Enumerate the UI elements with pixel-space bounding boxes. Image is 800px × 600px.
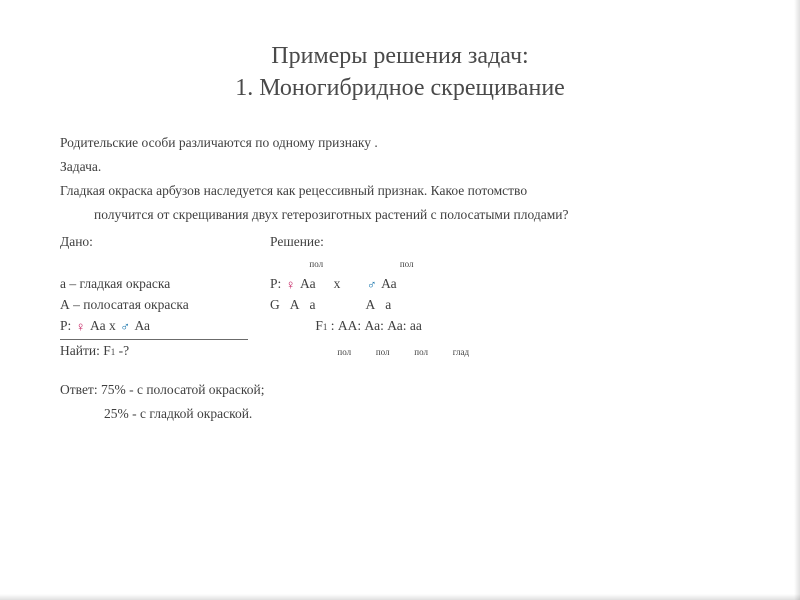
resh-F1-line: F1 : АА: Аа: Аа: аа <box>270 316 422 337</box>
pol-header-row: пол пол <box>60 253 740 274</box>
find-rest: -? <box>115 343 129 358</box>
dano-A: А – полосатая окраска <box>60 295 270 316</box>
glad-b: глад <box>453 347 469 357</box>
slide-content: Примеры решения задач: 1. Моногибридное … <box>0 0 800 458</box>
task-label: Задача. <box>60 157 740 178</box>
find-line: Найти: F1 -? <box>60 341 270 362</box>
dano-label: Дано: <box>60 232 270 253</box>
slide-body: Родительские особи различаются по одному… <box>60 133 740 425</box>
resh-F1: F <box>315 318 323 333</box>
resh-P-line: P: ♀ Аах ♂ Аа <box>270 274 397 295</box>
male-icon-2: ♂ <box>119 317 131 337</box>
resh-G-line: GАаАа <box>270 295 391 316</box>
title-line-2: 1. Моногибридное скрещивание <box>235 75 565 101</box>
resh-P-mid: Аах <box>300 276 362 291</box>
pol-b1: пол <box>337 347 351 357</box>
dano-a: а – гладкая окраска <box>60 274 270 295</box>
intro-text: Родительские особи различаются по одному… <box>60 133 740 154</box>
row-a-and-P: а – гладкая окраска P: ♀ Аах ♂ Аа <box>60 274 740 295</box>
dano-P-mid: Аа х <box>90 318 119 333</box>
dano-resh-header: Дано: Решение: <box>60 232 740 253</box>
pol-b2: пол <box>376 347 390 357</box>
resh-F1-rest: : АА: Аа: Аа: аа <box>327 318 422 333</box>
answer-2: 25% - с гладкой окраской. <box>60 404 740 425</box>
row-find-and-pol: Найти: F1 -? пол пол пол глад <box>60 341 740 362</box>
task-text-2: получится от скрещивания двух гетерозиго… <box>60 205 740 226</box>
row-P-and-F1: P: ♀ Аа х ♂ Аа F1 : АА: Аа: Аа: аа <box>60 316 740 337</box>
pol-row-bottom: пол пол пол глад <box>270 341 469 362</box>
resh-P-suffix: Аа <box>381 276 397 291</box>
find-label: Найти: F <box>60 343 111 358</box>
answer-1: Ответ: 75% - с полосатой окраской; <box>60 380 740 401</box>
pol-label-2: пол <box>400 259 414 269</box>
pol-b3: пол <box>414 347 428 357</box>
dano-P-line: P: ♀ Аа х ♂ Аа <box>60 316 270 337</box>
slide-title: Примеры решения задач: 1. Моногибридное … <box>60 40 740 105</box>
male-icon: ♂ <box>366 275 378 295</box>
female-icon: ♀ <box>285 275 297 295</box>
resh-P-prefix: P: <box>270 276 285 291</box>
shadow-bottom <box>0 594 800 600</box>
row-A-and-G: А – полосатая окраска GАаАа <box>60 295 740 316</box>
title-line-1: Примеры решения задач: <box>271 43 528 69</box>
female-icon-2: ♀ <box>75 317 87 337</box>
shadow-right <box>794 0 800 600</box>
dano-P-prefix: P: <box>60 318 75 333</box>
pol-label-1: пол <box>309 259 323 269</box>
resh-label: Решение: <box>270 232 324 253</box>
dano-P-suffix: Аа <box>134 318 150 333</box>
task-text-1: Гладкая окраска арбузов наследуется как … <box>60 181 740 202</box>
